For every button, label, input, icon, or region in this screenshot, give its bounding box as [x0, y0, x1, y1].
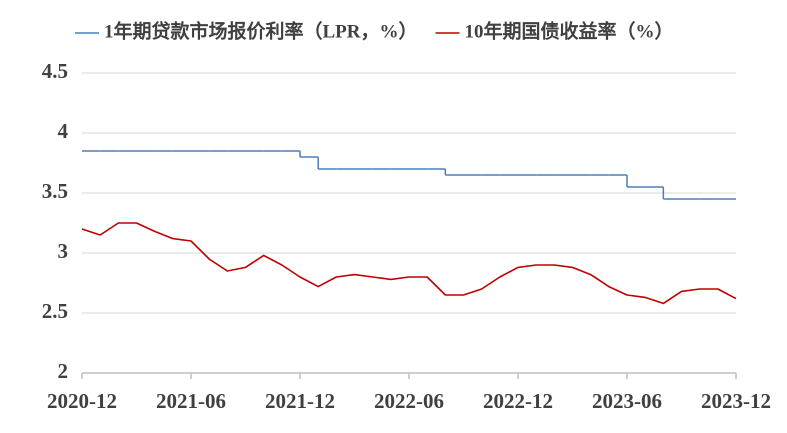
- x-tick-label: 2022-12: [483, 389, 553, 413]
- x-tick-label: 2021-06: [156, 389, 226, 413]
- y-tick-label: 3.5: [42, 179, 68, 203]
- legend-label: 1年期贷款市场报价利率（LPR，%）: [104, 19, 418, 42]
- y-tick-label: 4: [58, 119, 69, 143]
- x-tick-label: 2021-12: [265, 389, 335, 413]
- y-tick-label: 2.5: [42, 299, 68, 323]
- x-tick-label: 2023-06: [592, 389, 662, 413]
- series-line: [81, 222, 737, 305]
- x-tick-label: 2022-06: [374, 389, 444, 413]
- legend-label: 10年期国债收益率（%）: [465, 19, 674, 42]
- x-tick-label: 2020-12: [47, 389, 117, 413]
- y-tick-label: 3: [58, 239, 69, 263]
- y-tick-label: 4.5: [42, 59, 68, 83]
- x-tick-label: 2023-12: [701, 389, 771, 413]
- y-tick-label: 2: [58, 359, 69, 383]
